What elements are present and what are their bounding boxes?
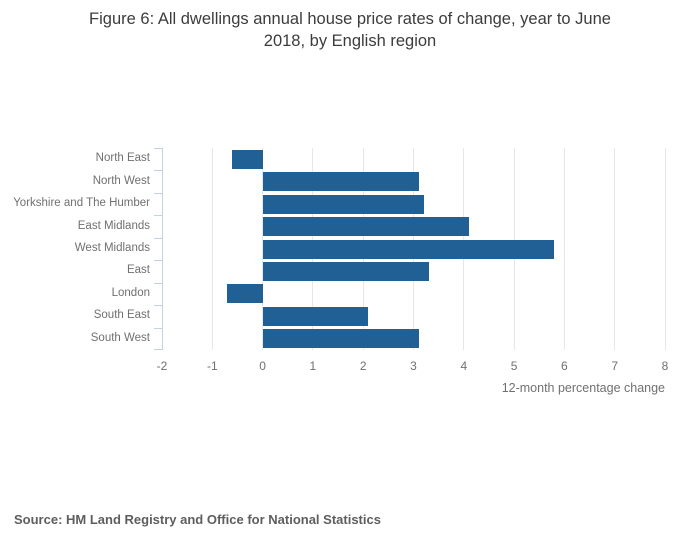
bar-london	[227, 284, 263, 304]
plot-area	[154, 148, 666, 350]
y-axis-label-south-east: South East	[93, 309, 150, 322]
bar-south-east	[262, 306, 369, 326]
y-axis-line	[162, 148, 163, 350]
bar-north-east	[232, 149, 263, 169]
y-axis-tick	[154, 305, 162, 307]
x-axis-tick-label--1: -1	[206, 359, 218, 373]
y-axis-label-west-midlands: West Midlands	[74, 242, 150, 254]
source-note: Source: HM Land Registry and Office for …	[14, 512, 381, 527]
bar-east-midlands	[262, 217, 469, 237]
x-axis-tick-label-2: 2	[359, 359, 367, 373]
x-axis-label: 12-month percentage change	[501, 381, 665, 395]
bar-east	[262, 261, 429, 281]
y-axis-tick	[154, 349, 162, 350]
y-axis-tick	[154, 282, 162, 284]
x-axis-tick-label-6: 6	[561, 359, 568, 373]
y-axis-tick	[154, 192, 162, 194]
y-axis-tick	[154, 170, 162, 172]
x-axis-tick-label-3: 3	[410, 359, 417, 373]
y-axis-tick	[154, 237, 162, 239]
x-axis-tick-label--2: -2	[156, 359, 168, 373]
x-axis-tick-label-5: 5	[510, 359, 518, 373]
y-axis-label-yorkshire-and-the-humber: Yorkshire and The Humber	[13, 197, 150, 210]
x-axis-tick-label-8: 8	[661, 359, 669, 373]
bar-west-midlands	[262, 239, 555, 259]
bar-south-west	[262, 329, 419, 349]
gridline-x-6	[563, 148, 565, 350]
x-axis-tick-label-1: 1	[309, 359, 317, 373]
bar-north-west	[262, 172, 419, 192]
x-axis-tick-label-7: 7	[611, 359, 619, 373]
x-axis-tick-label-4: 4	[460, 359, 468, 373]
gridline-x-7	[614, 148, 616, 350]
gridline-x--1	[211, 148, 213, 350]
chart-title-line-1: Figure 6: All dwellings annual house pri…	[89, 10, 611, 28]
y-axis-tick	[154, 260, 162, 262]
chart-title: Figure 6: All dwellings annual house pri…	[30, 8, 670, 52]
y-axis-label-south-west: South West	[90, 331, 150, 344]
y-axis-label-london: London	[111, 286, 150, 299]
y-axis-label-east: East	[126, 264, 150, 277]
y-axis-tick	[154, 327, 162, 329]
y-axis-label-north-east: North East	[95, 152, 150, 165]
y-axis-label-east-midlands: East Midlands	[77, 219, 150, 232]
gridline-x-8	[664, 148, 666, 350]
bar-yorkshire-and-the-humber	[262, 194, 424, 214]
x-axis-tick-label-0: 0	[259, 359, 266, 373]
chart-title-line-2: 2018, by English region	[263, 32, 437, 50]
y-axis-tick	[154, 215, 162, 217]
y-axis-tick	[154, 148, 162, 149]
y-axis-label-north-west: North West	[92, 174, 150, 187]
